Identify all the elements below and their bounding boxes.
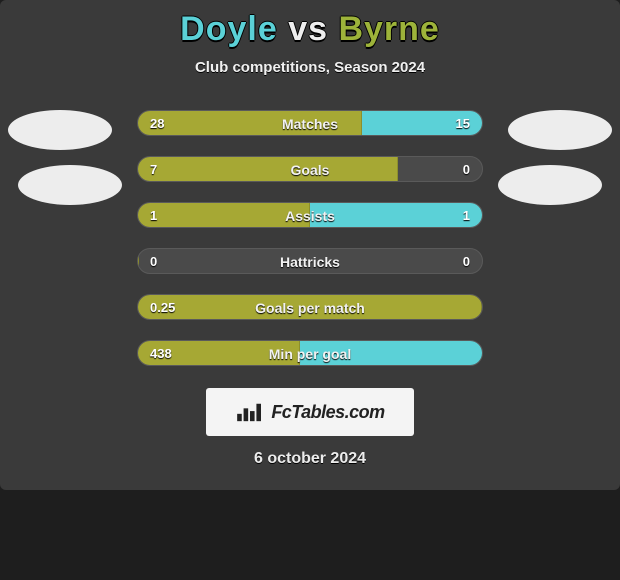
date-label: 6 october 2024 xyxy=(0,450,620,468)
stat-label: Min per goal xyxy=(138,341,482,366)
comparison-card: Doyle vs Byrne Club competitions, Season… xyxy=(0,0,620,490)
player2-avatar-bottom xyxy=(498,165,602,205)
stat-label: Assists xyxy=(138,203,482,228)
fctables-logo[interactable]: FcTables.com xyxy=(206,388,414,436)
stats-arena: 2815Matches 70Goals 11Assists 00Hattricks 0.… xyxy=(0,110,620,366)
stat-bar: 11Assists xyxy=(137,202,483,228)
title-vs: vs xyxy=(288,10,328,48)
stat-label: Matches xyxy=(138,111,482,136)
player2-name: Byrne xyxy=(338,10,439,48)
player1-avatar-bottom xyxy=(18,165,122,205)
logo-text: FcTables.com xyxy=(271,402,384,423)
stat-bar: 2815Matches xyxy=(137,110,483,136)
player2-avatar-top xyxy=(508,110,612,150)
stat-bar: 0.25Goals per match xyxy=(137,294,483,320)
stat-label: Hattricks xyxy=(138,249,482,274)
stat-label: Goals xyxy=(138,157,482,182)
bar-chart-icon xyxy=(235,401,265,423)
stat-bar: 438Min per goal xyxy=(137,340,483,366)
stat-label: Goals per match xyxy=(138,295,482,320)
player1-name: Doyle xyxy=(180,10,278,48)
player1-avatar-top xyxy=(8,110,112,150)
stat-bar: 00Hattricks xyxy=(137,248,483,274)
stat-bars: 2815Matches 70Goals 11Assists 00Hattricks 0.… xyxy=(137,110,483,366)
page-title: Doyle vs Byrne xyxy=(0,10,620,49)
subtitle: Club competitions, Season 2024 xyxy=(0,59,620,76)
stat-bar: 70Goals xyxy=(137,156,483,182)
